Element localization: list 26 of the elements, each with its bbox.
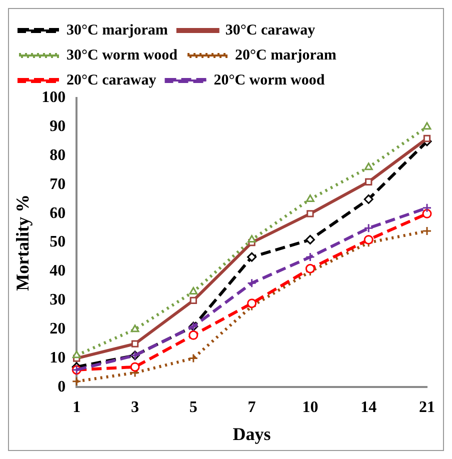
y-tick-label: 80 [50,146,66,164]
x-tick-label: 10 [302,398,318,416]
x-tick-label: 14 [360,398,377,416]
x-tick-label: 21 [419,398,435,416]
legend-label: 30°C marjoram [66,22,168,38]
y-tick-label: 50 [50,234,66,251]
legend-label: 30°C caraway [225,22,316,38]
y-tick-label: 40 [50,262,66,280]
legend-label: 20°C marjoram [234,47,337,64]
y-axis-title: Mortality % [12,194,32,291]
y-tick-label: 20 [50,320,66,338]
y-tick-label: 100 [42,89,66,106]
y-tick-label: 10 [50,349,66,366]
x-tick-label: 3 [131,398,139,416]
legend-label: 30°C worm wood [66,47,178,64]
x-tick-label: 5 [189,398,198,416]
y-tick-label: 30 [50,292,66,309]
y-tick-label: 0 [58,378,66,396]
x-tick-label: 1 [72,398,81,416]
x-axis-title: Days [232,424,271,444]
legend-label: 20°C caraway [66,72,157,88]
legend-label: 20°C worm wood [214,72,326,88]
y-tick-label: 70 [50,176,66,193]
y-tick-label: 60 [50,204,66,222]
x-tick-label: 7 [248,398,256,416]
y-tick-label: 90 [50,118,66,136]
